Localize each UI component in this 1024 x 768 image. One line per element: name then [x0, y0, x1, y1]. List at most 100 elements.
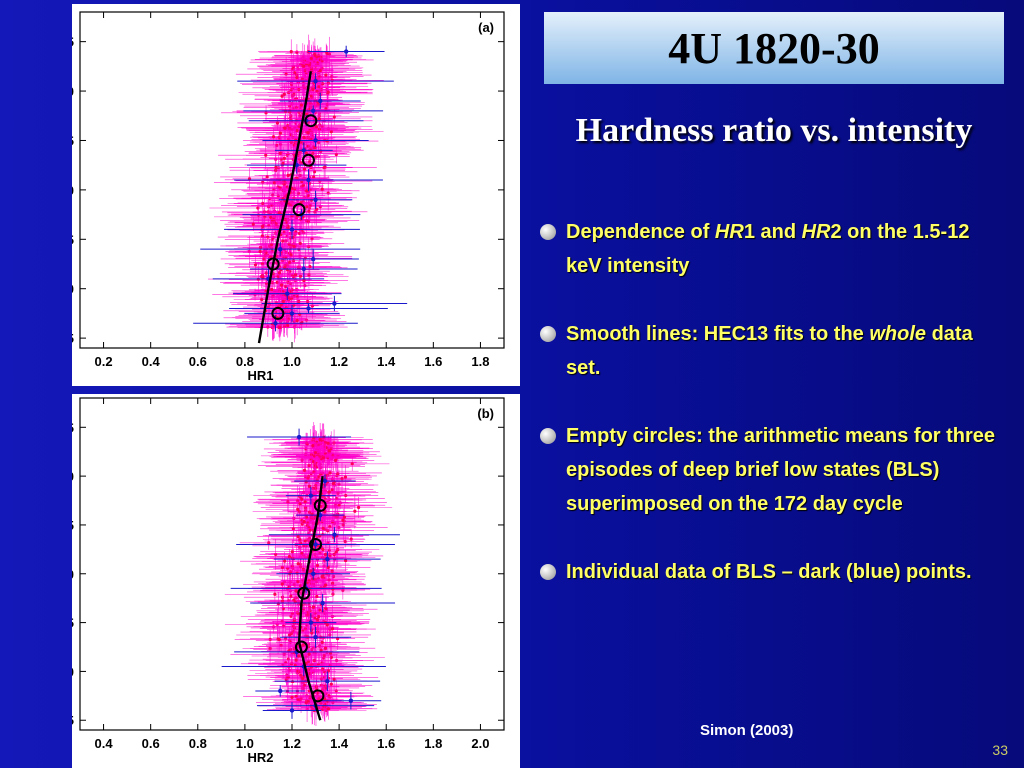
all-data-point — [301, 676, 305, 681]
slide-title-box: 4U 1820-30 — [544, 12, 1004, 84]
all-data-point — [332, 115, 336, 119]
bullet-item: Individual data of BLS – dark (blue) poi… — [538, 555, 998, 589]
y-tick-label: 5 — [72, 331, 74, 346]
y-tick-label: 25 — [72, 133, 74, 148]
all-data-point — [329, 682, 333, 686]
all-data-point — [286, 323, 290, 328]
bls-point — [325, 556, 330, 562]
all-data-point — [333, 458, 338, 463]
all-data-point — [306, 220, 311, 224]
all-data-point — [309, 68, 313, 72]
all-data-point — [298, 241, 302, 246]
all-data-point — [299, 103, 304, 107]
all-data-point — [302, 167, 307, 171]
bls-mean-circle — [311, 689, 325, 703]
slide-title: 4U 1820-30 — [668, 23, 880, 73]
all-data-point — [332, 677, 336, 681]
all-data-point — [311, 605, 316, 609]
x-tick-label: 1.4 — [377, 354, 396, 369]
all-data-point — [313, 450, 317, 455]
all-data-point — [291, 527, 295, 531]
all-data-point — [304, 701, 308, 705]
all-data-point — [281, 161, 285, 166]
all-data-point — [281, 239, 285, 243]
all-data-point — [323, 552, 328, 557]
x-tick-label: 1.0 — [283, 354, 301, 369]
all-data-point — [280, 283, 284, 287]
y-tick-label: 30 — [72, 469, 74, 484]
all-data-point — [320, 187, 324, 191]
all-data-point — [295, 75, 299, 80]
all-data-point — [292, 244, 296, 248]
all-data-point — [301, 643, 305, 648]
all-data-point — [304, 318, 309, 322]
y-tick-label: 20 — [72, 567, 74, 582]
x-axis-label: HR2 — [247, 750, 273, 765]
all-data-point — [320, 575, 324, 579]
bls-point — [313, 635, 318, 640]
bls-point — [318, 98, 323, 104]
all-data-point — [258, 249, 262, 254]
plot-area — [193, 34, 408, 344]
all-data-point — [283, 126, 287, 130]
all-data-point — [258, 245, 263, 249]
all-data-point — [330, 627, 335, 631]
all-data-point — [282, 156, 287, 160]
all-data-point — [319, 677, 324, 681]
all-data-point — [340, 477, 344, 481]
x-tick-label: 0.2 — [95, 354, 113, 369]
all-data-point — [321, 526, 325, 530]
x-tick-label: 1.6 — [424, 354, 442, 369]
all-data-point — [277, 271, 282, 275]
all-data-point — [318, 534, 322, 538]
all-data-point — [317, 85, 321, 89]
all-data-point — [315, 563, 320, 568]
all-data-point — [326, 707, 331, 711]
x-tick-label: 1.8 — [424, 736, 442, 751]
bls-point — [289, 227, 295, 232]
bls-point — [278, 688, 283, 694]
all-data-point — [317, 117, 321, 121]
all-data-point — [309, 105, 313, 109]
all-data-point — [328, 651, 333, 656]
all-data-point — [272, 181, 277, 185]
all-data-point — [308, 528, 312, 532]
all-data-point — [277, 211, 282, 215]
all-data-point — [327, 449, 331, 453]
all-data-point — [260, 224, 265, 229]
all-data-point — [357, 505, 361, 510]
all-data-point — [280, 565, 285, 570]
all-data-point — [326, 90, 330, 94]
all-data-point — [295, 128, 299, 133]
bls-point — [332, 301, 337, 306]
all-data-point — [316, 154, 321, 159]
x-tick-label: 1.8 — [471, 354, 489, 369]
all-data-point — [296, 562, 300, 566]
all-data-point — [291, 275, 296, 279]
all-data-point — [324, 107, 328, 111]
all-data-point — [261, 201, 265, 205]
all-data-point — [315, 594, 319, 599]
all-data-point — [312, 454, 317, 458]
all-data-point — [302, 64, 306, 68]
all-data-point — [278, 325, 282, 329]
all-data-point — [278, 131, 283, 135]
bls-point — [306, 306, 311, 311]
all-data-point — [318, 69, 322, 73]
all-data-point — [269, 254, 273, 258]
all-data-point — [341, 518, 345, 522]
bls-point — [296, 434, 302, 440]
y-tick-label: 30 — [72, 84, 74, 99]
panel-label: (b) — [477, 406, 494, 421]
all-data-point — [335, 637, 340, 641]
all-data-point — [317, 54, 321, 58]
bullet-item: Dependence of HR1 and HR2 on the 1.5-12 … — [538, 215, 998, 283]
all-data-point — [298, 274, 303, 278]
all-data-point — [296, 507, 300, 511]
all-data-point — [294, 589, 298, 593]
y-tick-label: 15 — [72, 232, 74, 247]
all-data-point — [321, 547, 325, 552]
bullet-text: Dependence of HR1 and HR2 on the 1.5-12 … — [566, 221, 969, 277]
all-data-point — [324, 73, 328, 77]
all-data-point — [304, 151, 308, 155]
